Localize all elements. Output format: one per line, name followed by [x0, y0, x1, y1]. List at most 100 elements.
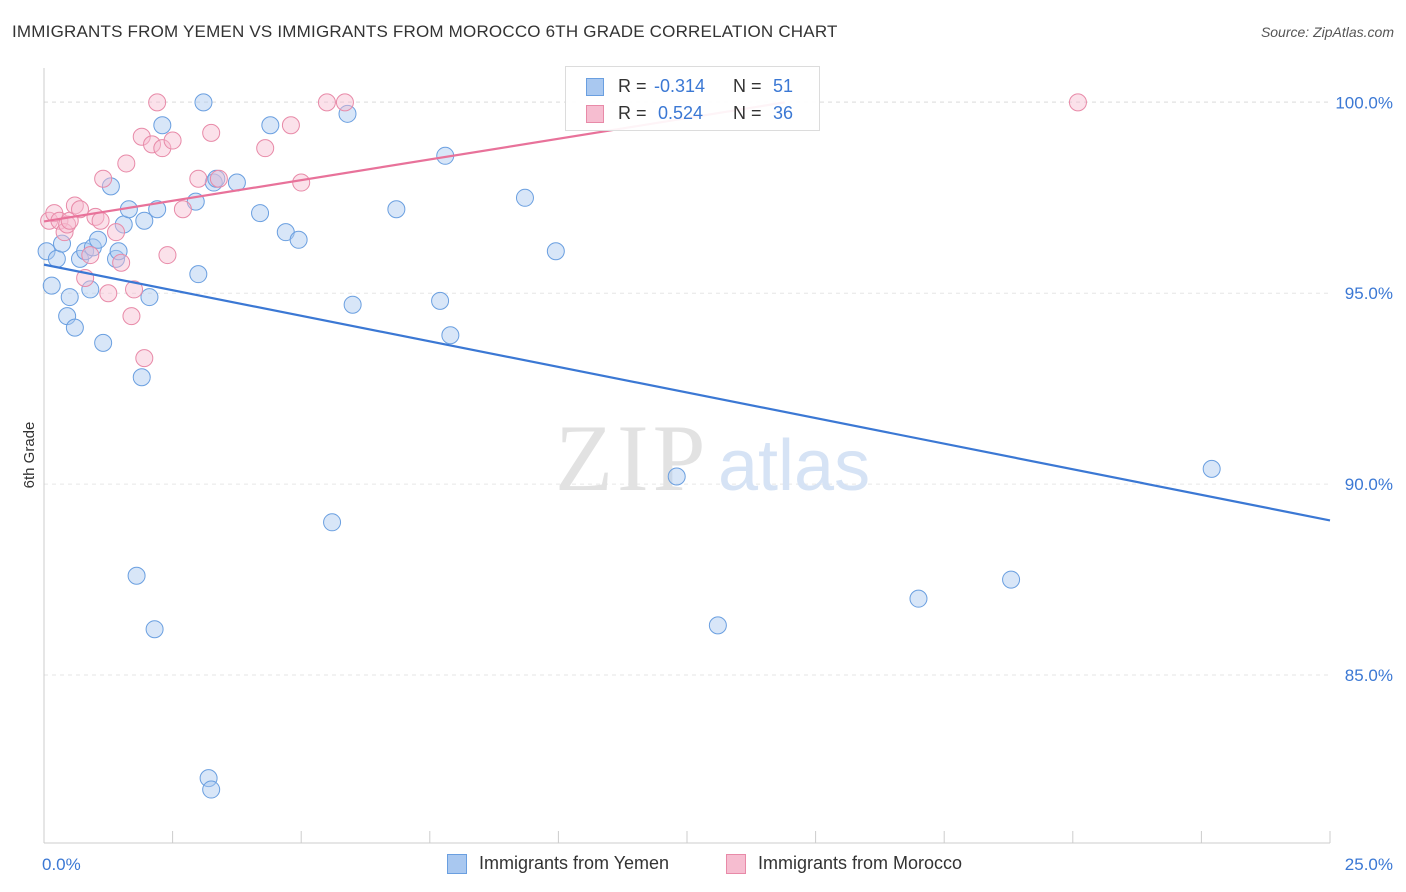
yemen-point	[135, 211, 154, 230]
yemen-points	[37, 93, 1221, 799]
yemen-point	[1202, 459, 1221, 478]
watermark-atlas: atlas	[718, 426, 870, 506]
y-tick-label: 100.0%	[1335, 93, 1393, 112]
yemen-point	[127, 566, 146, 585]
yemen-point	[909, 589, 928, 608]
morocco-point	[122, 307, 141, 326]
morocco-point	[158, 246, 177, 265]
yemen-point	[47, 249, 66, 268]
yemen-point	[708, 616, 727, 635]
morocco-points	[40, 93, 1087, 368]
yemen-point	[89, 230, 108, 249]
morocco-point	[117, 154, 136, 173]
yemen-point	[515, 188, 534, 207]
morocco-point	[143, 135, 162, 154]
legend-r-value: -0.314	[654, 76, 706, 96]
morocco-point	[292, 173, 311, 192]
morocco-point	[256, 139, 275, 158]
morocco-point	[99, 284, 118, 303]
morocco-point	[148, 93, 167, 112]
yemen-point	[81, 280, 100, 299]
yemen-point	[323, 513, 342, 532]
correlation-legend: R = -0.314 N = 51 R = 0.524 N = 36	[565, 66, 820, 131]
y-tick-label: 85.0%	[1345, 666, 1393, 685]
yemen-point	[251, 204, 270, 223]
morocco-point	[107, 223, 126, 242]
yemen-point	[37, 242, 56, 261]
watermark: ZIP atlas	[555, 405, 870, 511]
legend-n-value: 36	[773, 103, 794, 123]
yemen-point	[42, 276, 61, 295]
yemen-point	[546, 242, 565, 261]
morocco-point	[335, 93, 354, 112]
morocco-point	[112, 253, 131, 272]
morocco-point	[189, 169, 208, 188]
bottom-legend-swatch-morocco	[726, 854, 746, 874]
yemen-point	[441, 326, 460, 345]
y-tick-labels: 85.0% 90.0% 95.0% 100.0%	[1335, 93, 1393, 685]
yemen-point	[109, 242, 128, 261]
chart-title: IMMIGRANTS FROM YEMEN VS IMMIGRANTS FROM…	[12, 22, 838, 41]
yemen-point	[199, 769, 218, 788]
yemen-point	[431, 291, 450, 310]
x-tick-label: 25.0%	[1345, 855, 1393, 874]
legend-n-label: N =	[733, 103, 762, 123]
x-tick-labels: 0.0% 25.0%	[42, 855, 1393, 874]
axes	[43, 68, 1331, 844]
yemen-point	[667, 467, 686, 486]
legend-n-label: N =	[733, 76, 762, 96]
morocco-point	[1068, 93, 1087, 112]
morocco-point	[209, 169, 228, 188]
legend-n-value: 51	[773, 76, 794, 96]
y-tick-label: 90.0%	[1345, 475, 1393, 494]
morocco-point	[91, 211, 110, 230]
yemen-point	[189, 265, 208, 284]
morocco-point	[125, 280, 144, 299]
yemen-point	[343, 295, 362, 314]
legend-r-value: 0.524	[658, 103, 704, 123]
yemen-point	[132, 368, 151, 387]
morocco-point	[317, 93, 336, 112]
yemen-point	[202, 780, 221, 799]
morocco-point	[71, 200, 90, 219]
legend-row-yemen: R = -0.314 N = 51	[566, 72, 819, 102]
morocco-point	[132, 127, 151, 146]
yemen-point	[94, 333, 113, 352]
legend-swatch-morocco	[586, 105, 604, 123]
yemen-point	[194, 93, 213, 112]
morocco-point	[94, 169, 113, 188]
yemen-point	[60, 288, 79, 307]
yemen-point	[65, 318, 84, 337]
morocco-point	[81, 246, 100, 265]
x-tick-label: 0.0%	[42, 855, 81, 874]
morocco-point	[173, 200, 192, 219]
yemen-point	[1002, 570, 1021, 589]
yemen-point	[289, 230, 308, 249]
yemen-point	[261, 116, 280, 135]
bottom-legend-label-morocco: Immigrants from Morocco	[758, 853, 963, 873]
yemen-point	[338, 104, 357, 123]
y-tick-label: 95.0%	[1345, 284, 1393, 303]
legend-r-label: R =	[618, 103, 647, 123]
morocco-point	[202, 123, 221, 142]
bottom-legend-swatch-yemen	[447, 854, 467, 874]
morocco-point	[135, 349, 154, 368]
yemen-point	[101, 177, 120, 196]
yemen-trend-line	[43, 263, 1331, 522]
morocco-point	[163, 131, 182, 150]
y-axis-title: 6th Grade	[21, 422, 38, 489]
morocco-point	[153, 139, 172, 158]
bottom-legend-label-yemen: Immigrants from Yemen	[479, 853, 670, 873]
legend-row-morocco: R = 0.524 N = 36	[566, 99, 819, 129]
morocco-point	[281, 116, 300, 135]
yemen-point	[140, 288, 159, 307]
legend-r-label: R =	[618, 76, 647, 96]
legend-swatch-yemen	[586, 78, 604, 96]
source-credit: Source: ZipAtlas.com	[1260, 24, 1394, 40]
yemen-point	[387, 200, 406, 219]
yemen-point	[153, 116, 172, 135]
yemen-point	[53, 234, 72, 253]
yemen-point	[145, 620, 164, 639]
watermark-zip: ZIP	[555, 405, 710, 511]
